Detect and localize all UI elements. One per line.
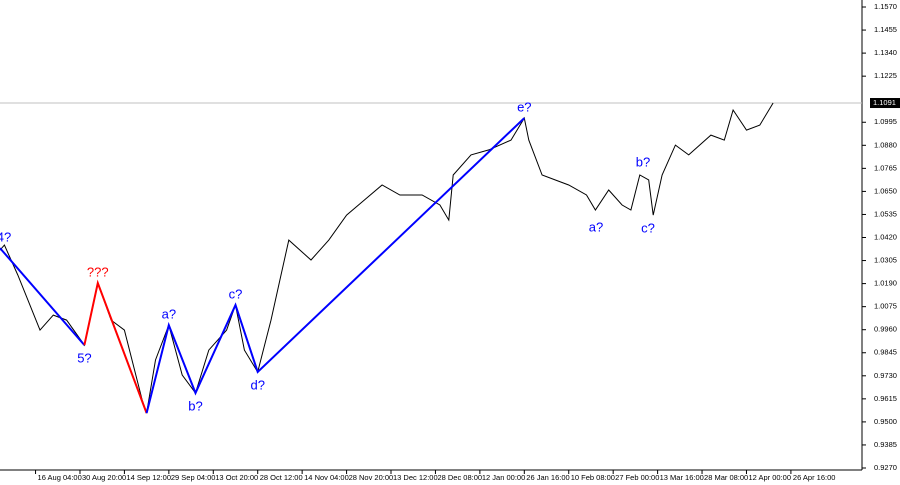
y-tick-label: 1.0190: [874, 279, 897, 288]
x-tick-label: 27 Feb 00:00: [615, 473, 659, 482]
x-tick-label: 28 Mar 08:00: [704, 473, 748, 482]
x-tick-label: 13 Mar 16:00: [660, 473, 704, 482]
wave-label: a?: [589, 219, 603, 234]
wave-label: 4?: [0, 230, 11, 245]
y-tick-label: 0.9845: [874, 348, 897, 357]
x-tick-label: 14 Sep 12:00: [126, 473, 171, 482]
x-tick-label: 28 Oct 12:00: [260, 473, 303, 482]
y-tick-label: 1.0075: [874, 302, 897, 311]
current-price-label: 1.1091: [873, 98, 896, 107]
wave-label: a?: [162, 307, 176, 322]
x-tick-label: 29 Sep 04:00: [171, 473, 216, 482]
y-tick-label: 1.0305: [874, 256, 897, 265]
x-tick-label: 28 Dec 08:00: [437, 473, 482, 482]
x-tick-label: 14 Nov 04:00: [304, 473, 349, 482]
wave-line: [145, 117, 525, 414]
x-tick-label: 28 Nov 20:00: [349, 473, 394, 482]
x-tick-label: 12 Apr 00:00: [748, 473, 791, 482]
y-tick-label: 1.0995: [874, 117, 897, 126]
x-tick-label: 13 Oct 20:00: [215, 473, 258, 482]
wave-label: b?: [188, 398, 202, 413]
y-tick-label: 0.9500: [874, 417, 897, 426]
wave-label: d?: [250, 377, 264, 392]
x-tick-label: 30 Aug 20:00: [82, 473, 126, 482]
y-tick-label: 1.0880: [874, 140, 897, 149]
y-tick-label: 0.9270: [874, 463, 897, 472]
x-tick-label: 26 Jan 16:00: [526, 473, 569, 482]
wave-label: c?: [641, 220, 655, 235]
x-tick-label: 13 Dec 12:00: [393, 473, 438, 482]
y-tick-label: 1.0650: [874, 186, 897, 195]
price-line: [0, 102, 774, 414]
y-tick-label: 0.9615: [874, 394, 897, 403]
y-tick-label: 1.1455: [874, 25, 897, 34]
y-tick-label: 0.9960: [874, 325, 897, 334]
x-tick-label: 26 Apr 16:00: [793, 473, 836, 482]
wave-label: 5?: [77, 351, 91, 366]
current-price-box: [870, 98, 900, 109]
wave-label: ???: [87, 264, 109, 279]
y-tick-label: 1.0765: [874, 163, 897, 172]
x-tick-label: 16 Aug 04:00: [38, 473, 82, 482]
y-tick-label: 1.1570: [874, 2, 897, 11]
wave-label: e?: [517, 99, 531, 114]
x-tick-label: 12 Jan 00:00: [482, 473, 525, 482]
wave-label: b?: [636, 154, 650, 169]
x-tick-label: 10 Feb 08:00: [571, 473, 615, 482]
y-tick-label: 0.9730: [874, 371, 897, 380]
wave-line: [83, 279, 148, 414]
y-tick-label: 1.0420: [874, 232, 897, 241]
y-tick-label: 1.1340: [874, 48, 897, 57]
wave-label: c?: [229, 286, 243, 301]
wave-line: [0, 247, 86, 346]
y-tick-label: 1.1225: [874, 71, 897, 80]
y-tick-label: 1.0535: [874, 209, 897, 218]
y-tick-label: 0.9385: [874, 440, 897, 449]
